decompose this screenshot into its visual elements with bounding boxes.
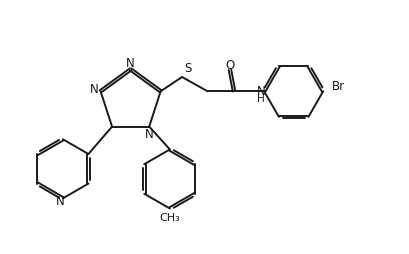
Text: S: S <box>184 62 192 75</box>
Text: N: N <box>145 127 153 140</box>
Text: CH₃: CH₃ <box>160 212 180 222</box>
Text: N: N <box>90 83 98 96</box>
Text: Br: Br <box>333 79 346 92</box>
Text: N: N <box>56 195 65 208</box>
Text: H: H <box>257 94 265 104</box>
Text: N: N <box>257 84 265 97</box>
Text: O: O <box>225 59 235 72</box>
Text: N: N <box>126 57 135 70</box>
